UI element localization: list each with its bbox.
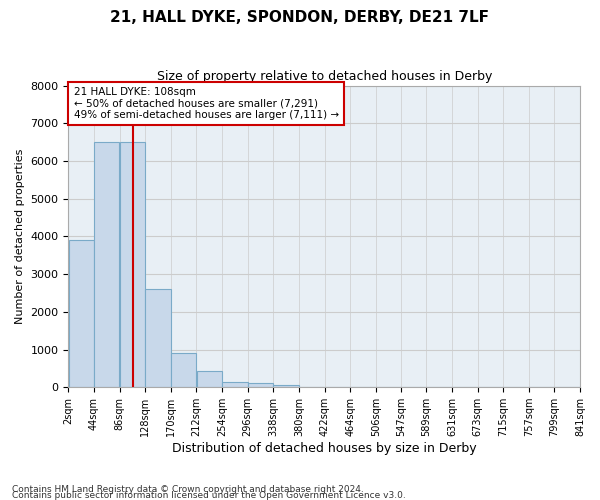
Bar bbox=[68, 240, 94, 387]
Text: Contains public sector information licensed under the Open Government Licence v3: Contains public sector information licen… bbox=[12, 491, 406, 500]
Text: 21 HALL DYKE: 108sqm
← 50% of detached houses are smaller (7,291)
49% of semi-de: 21 HALL DYKE: 108sqm ← 50% of detached h… bbox=[74, 87, 338, 120]
Bar bbox=[274, 386, 299, 387]
X-axis label: Distribution of detached houses by size in Derby: Distribution of detached houses by size … bbox=[172, 442, 476, 455]
Bar bbox=[171, 354, 196, 387]
Bar bbox=[145, 289, 171, 387]
Y-axis label: Number of detached properties: Number of detached properties bbox=[15, 148, 25, 324]
Text: Contains HM Land Registry data © Crown copyright and database right 2024.: Contains HM Land Registry data © Crown c… bbox=[12, 485, 364, 494]
Bar bbox=[222, 382, 248, 387]
Bar bbox=[94, 142, 119, 387]
Bar bbox=[248, 384, 273, 387]
Text: 21, HALL DYKE, SPONDON, DERBY, DE21 7LF: 21, HALL DYKE, SPONDON, DERBY, DE21 7LF bbox=[110, 10, 490, 25]
Title: Size of property relative to detached houses in Derby: Size of property relative to detached ho… bbox=[157, 70, 492, 83]
Bar bbox=[197, 372, 222, 387]
Bar bbox=[120, 142, 145, 387]
